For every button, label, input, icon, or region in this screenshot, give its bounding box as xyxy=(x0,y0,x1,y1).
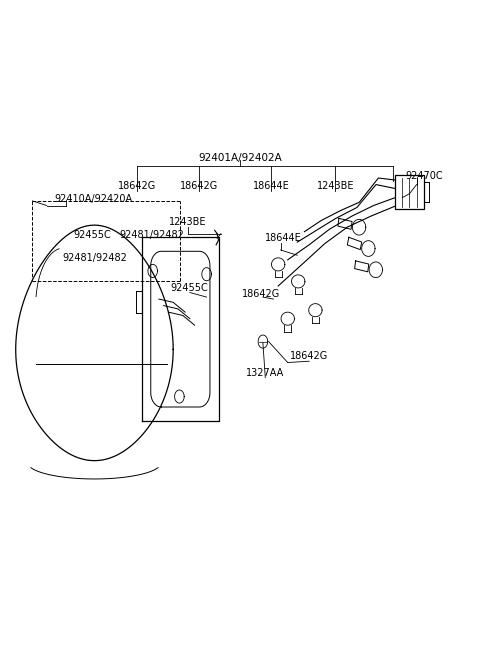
Text: 18642G: 18642G xyxy=(118,181,156,191)
Text: 1243BE: 1243BE xyxy=(317,181,354,191)
Text: 18642G: 18642G xyxy=(290,351,328,361)
Text: 18644E: 18644E xyxy=(252,181,289,191)
Text: 92401A/92402A: 92401A/92402A xyxy=(198,153,282,164)
Text: 18644E: 18644E xyxy=(264,233,301,243)
Text: 18642G: 18642G xyxy=(242,289,281,299)
Text: 92455C: 92455C xyxy=(170,283,208,293)
Text: 1243BE: 1243BE xyxy=(169,217,206,227)
Text: 1327AA: 1327AA xyxy=(246,368,285,378)
Text: 92481/92482: 92481/92482 xyxy=(119,230,184,240)
Text: 92470C: 92470C xyxy=(405,171,443,181)
Bar xyxy=(395,175,424,210)
Text: 92410A/92420A: 92410A/92420A xyxy=(54,194,132,204)
Text: 92481/92482: 92481/92482 xyxy=(62,254,127,263)
Text: 92455C: 92455C xyxy=(73,230,111,240)
Text: 18642G: 18642G xyxy=(180,181,218,191)
